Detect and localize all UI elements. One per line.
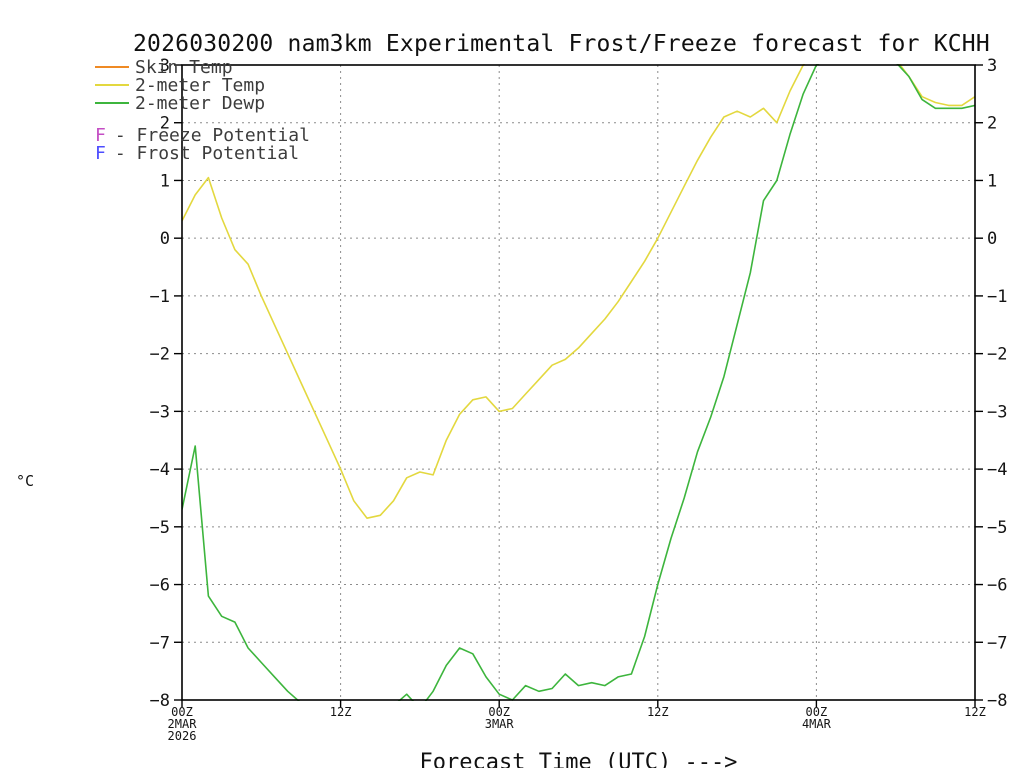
y-tick-label-right: 3 (987, 56, 997, 76)
y-tick-label-right: −6 (987, 576, 1007, 596)
legend-label-2m-dewp: 2-meter Dewp (135, 92, 266, 114)
temp-2m-line-swatch (95, 84, 129, 86)
x-axis-label: Forecast Time (UTC) ---> (419, 750, 738, 768)
chart-legend: Skin Temp 2-meter Temp 2-meter Dewp F - … (95, 56, 310, 164)
y-tick-label-right: 1 (987, 171, 997, 191)
y-tick-label-left: −6 (150, 576, 170, 596)
x-tick-date: 4MAR (802, 717, 832, 731)
y-tick-label-right: −1 (987, 287, 1007, 307)
y-tick-label-left: −2 (150, 345, 170, 365)
y-tick-label-right: 0 (987, 229, 997, 249)
legend-item-2m-dewp: 2-meter Dewp (95, 92, 310, 114)
y-tick-label-right: −2 (987, 345, 1007, 365)
legend-label-skin-temp: Skin Temp (135, 56, 233, 78)
freeze-potential-flag: F (95, 124, 106, 146)
y-tick-label-left: −5 (150, 518, 170, 538)
legend-item-freeze-potential: F - Freeze Potential (95, 124, 310, 146)
frost-potential-flag: F (95, 142, 106, 164)
y-tick-label-left: −4 (150, 460, 170, 480)
legend-label-2m-temp: 2-meter Temp (135, 74, 266, 96)
y-tick-label-left: 1 (160, 171, 170, 191)
x-tick-label: 12Z (964, 705, 986, 719)
legend-item-frost-potential: F - Frost Potential (95, 142, 310, 164)
plot-border (181, 64, 976, 701)
y-tick-label-left: 2 (160, 114, 170, 134)
y-tick-label-right: 2 (987, 114, 997, 134)
dewp-2m-line (182, 64, 975, 701)
axis-tick-labels: 3 3 2 2 1 1 0 0 −1 −1 −2 −2 −3 −3 −4 −4 −5 −5 −6 −6 −7 −7 −8 −8… (150, 56, 1008, 743)
legend-label-frost-potential: - Frost Potential (114, 142, 300, 164)
dewp-2m-line-swatch (95, 102, 129, 104)
y-tick-label-left: −8 (150, 691, 170, 711)
legend-item-2m-temp: 2-meter Temp (95, 74, 310, 96)
temp-2m-line (182, 64, 975, 520)
y-tick-label-left: −1 (150, 287, 170, 307)
y-tick-label-left: −3 (150, 402, 170, 422)
y-tick-label-right: −8 (987, 691, 1007, 711)
chart-title: 2026030200 nam3km Experimental Frost/Fre… (133, 31, 990, 57)
x-tick-label: 00Z (171, 705, 193, 719)
axis-ticks (174, 64, 983, 707)
y-axis-label: °C (16, 472, 35, 490)
x-tick-label: 00Z (488, 705, 510, 719)
x-tick-label: 00Z (806, 705, 828, 719)
y-tick-label-right: −5 (987, 518, 1007, 538)
y-tick-label-right: −3 (987, 402, 1007, 422)
x-tick-year: 2026 (168, 729, 197, 743)
legend-label-freeze-potential: - Freeze Potential (114, 124, 310, 146)
x-tick-label: 12Z (330, 705, 352, 719)
legend-item-skin-temp: Skin Temp (95, 56, 310, 78)
y-tick-label-left: 3 (160, 56, 170, 76)
y-tick-label-right: −4 (987, 460, 1007, 480)
x-tick-date: 3MAR (485, 717, 515, 731)
x-tick-date: 2MAR (168, 717, 198, 731)
y-tick-label-right: −7 (987, 633, 1007, 653)
y-tick-label-left: 0 (160, 229, 170, 249)
y-tick-label-left: −7 (150, 633, 170, 653)
skin-temp-line-swatch (95, 66, 129, 68)
x-tick-label: 12Z (647, 705, 669, 719)
